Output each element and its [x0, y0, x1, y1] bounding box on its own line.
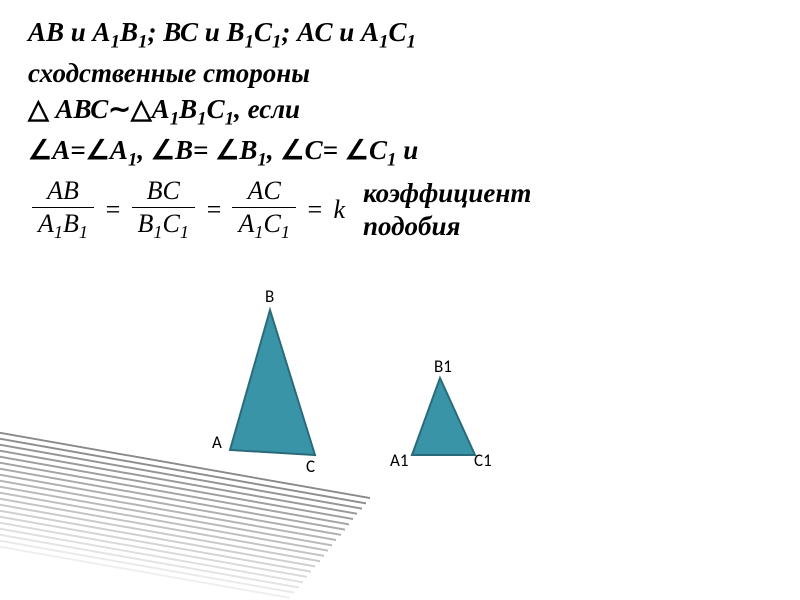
sub-1: 1 [170, 109, 179, 130]
t: , если [234, 94, 300, 124]
equals: = [205, 192, 223, 227]
sub-1: 1 [281, 222, 290, 242]
label-small-a: A1 [390, 450, 408, 471]
slide: АВ и А1В1; ВС и В1С1; АС и А1С1 сходстве… [0, 0, 800, 600]
angle-icon: ∠ [28, 132, 52, 168]
sub-1: 1 [79, 222, 88, 242]
numerator: AC [242, 177, 287, 206]
angle-icon: ∠ [151, 132, 175, 168]
t: подобия [363, 210, 531, 242]
sub-1: 1 [111, 31, 120, 52]
t: В= [175, 135, 215, 165]
t: коэффициент [363, 177, 531, 209]
triangle-big [230, 310, 315, 455]
t: А [110, 135, 128, 165]
t: C [163, 209, 180, 238]
t: ; АС и А [281, 17, 379, 47]
sub-1: 1 [272, 31, 281, 52]
line-4: ∠А=∠А1, ∠В= ∠В1, ∠С= ∠С1 и [28, 132, 768, 173]
denominator: A1C1 [232, 207, 295, 242]
line-3: △ АВС∼△А1В1С1, если [28, 91, 768, 132]
numerator: BC [141, 177, 186, 206]
fraction-1: AB A1B1 [32, 177, 94, 242]
tilde-icon: ∼ [108, 91, 131, 127]
sub-1: 1 [153, 222, 162, 242]
sub-1: 1 [197, 109, 206, 130]
t: С= [305, 135, 345, 165]
text-block: АВ и А1В1; ВС и В1С1; АС и А1С1 сходстве… [28, 14, 768, 242]
triangle-icon: △ [131, 91, 152, 127]
k-var: k [333, 192, 345, 227]
t: B [138, 209, 154, 238]
equals: = [104, 192, 122, 227]
numerator: AB [41, 177, 85, 206]
t: , [267, 135, 281, 165]
label-small-b: B1 [434, 356, 452, 377]
t: A [238, 209, 254, 238]
angle-icon: ∠ [345, 132, 369, 168]
label-big-b: B [265, 286, 274, 307]
sub-1: 1 [225, 109, 234, 130]
sub-1: 1 [379, 31, 388, 52]
sub-1: 1 [257, 150, 266, 171]
t: А [152, 94, 170, 124]
sub-1: 1 [180, 222, 189, 242]
t: В [239, 135, 257, 165]
equals: = [306, 192, 324, 227]
t: АВ и А [28, 17, 111, 47]
sub-1: 1 [407, 31, 416, 52]
line-2: сходственные стороны [28, 55, 768, 91]
coefficient-label: коэффициент подобия [363, 177, 531, 242]
fraction-3: AC A1C1 [232, 177, 295, 242]
denominator: B1C1 [132, 207, 195, 242]
label-big-c: C [306, 456, 315, 477]
t: и [396, 135, 418, 165]
t: С [389, 17, 407, 47]
t: С [207, 94, 225, 124]
t: С [254, 17, 272, 47]
formula-row: AB A1B1 = BC B1C1 = AC A1C1 [28, 177, 768, 242]
t: С [369, 135, 387, 165]
denominator: A1B1 [32, 207, 94, 242]
sub-1: 1 [128, 150, 137, 171]
t: А= [52, 135, 85, 165]
angle-icon: ∠ [86, 132, 110, 168]
t: В [120, 17, 138, 47]
fraction-2: BC B1C1 [132, 177, 195, 242]
label-big-a: A [212, 432, 222, 453]
label-small-c: C1 [474, 450, 492, 471]
sub-1: 1 [54, 222, 63, 242]
t: B [63, 209, 79, 238]
t: A [38, 209, 54, 238]
t: АВС [49, 94, 109, 124]
t: C [263, 209, 280, 238]
line-1: АВ и А1В1; ВС и В1С1; АС и А1С1 [28, 14, 768, 55]
t: , [137, 135, 151, 165]
t: ; ВС и В [147, 17, 244, 47]
triangle-small [412, 378, 475, 455]
angle-icon: ∠ [280, 132, 304, 168]
triangle-icon: △ [28, 91, 49, 127]
t: В [179, 94, 197, 124]
sub-1: 1 [245, 31, 254, 52]
angle-icon: ∠ [215, 132, 239, 168]
fraction-group: AB A1B1 = BC B1C1 = AC A1C1 [28, 177, 347, 242]
